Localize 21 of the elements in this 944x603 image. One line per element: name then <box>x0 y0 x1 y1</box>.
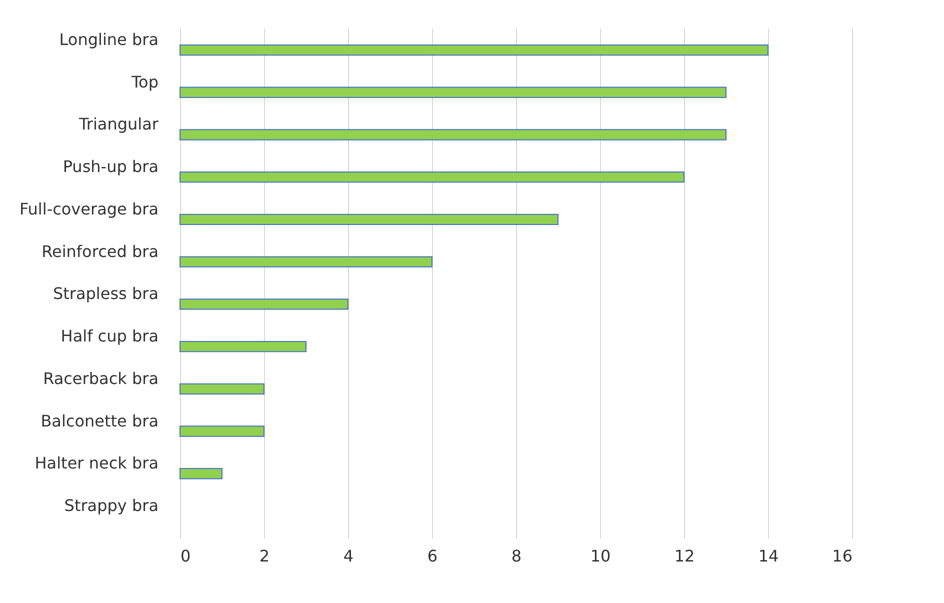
x-tick-label: 6 <box>427 546 438 566</box>
y-tick-label: Full-coverage bra <box>19 199 158 218</box>
y-tick-label: Strapless bra <box>52 284 158 304</box>
x-tick-label: 8 <box>511 546 522 566</box>
y-tick-label: Half cup bra <box>60 326 158 346</box>
x-tick-label: 4 <box>343 546 354 566</box>
x-tick-label: 16 <box>832 546 852 566</box>
y-tick-label: Strappy bra <box>64 496 158 515</box>
x-tick-label: 12 <box>674 546 695 566</box>
y-tick-label: Racerback bra <box>43 368 158 388</box>
x-tick-label: 2 <box>259 546 270 566</box>
x-tick-label: 14 <box>758 546 779 566</box>
y-tick-label: Triangular <box>78 114 159 134</box>
y-tick-label: Balconette bra <box>40 411 158 430</box>
x-tick-label: 10 <box>590 546 611 566</box>
y-tick-label: Longline bra <box>59 30 158 50</box>
x-tick-label: 0 <box>180 546 191 566</box>
y-tick-label: Halter neck bra <box>34 454 158 473</box>
y-tick-label: Top <box>130 72 158 92</box>
y-tick-label: Push-up bra <box>62 157 158 176</box>
y-tick-label: Reinforced bra <box>42 242 158 261</box>
